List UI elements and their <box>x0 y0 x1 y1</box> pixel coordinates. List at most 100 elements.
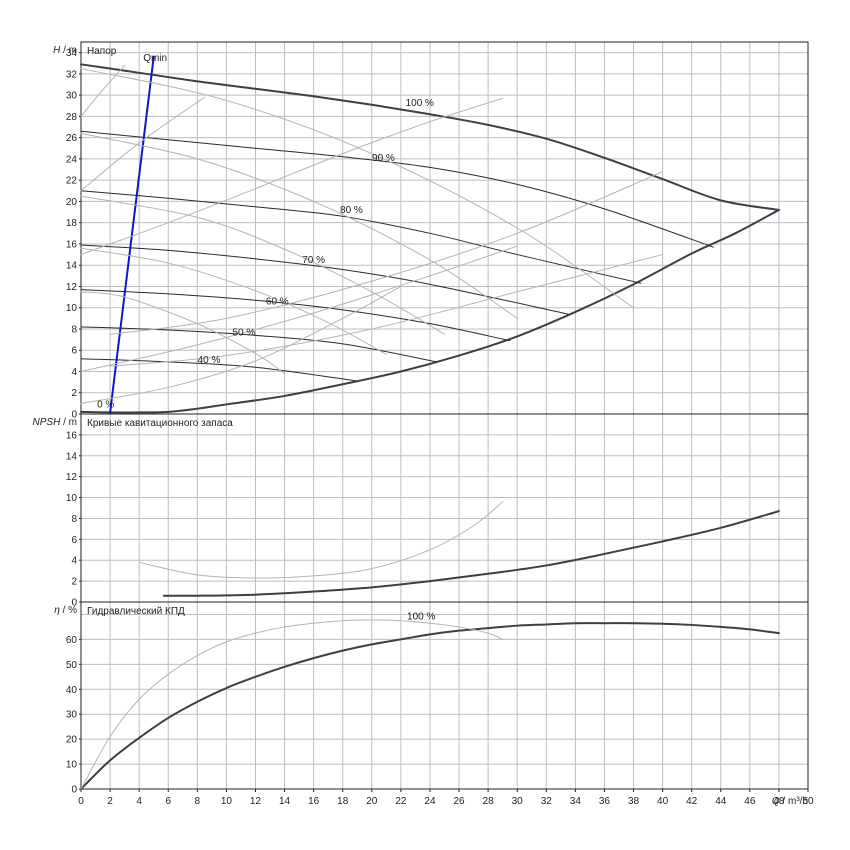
ytick-label: 4 <box>71 556 77 567</box>
xtick-label: 38 <box>628 796 640 807</box>
ytick-label: 2 <box>71 388 77 399</box>
series-line-npsh-0 <box>162 510 780 597</box>
ylabel-var: η <box>54 605 60 616</box>
grid-head <box>81 42 808 414</box>
series-line-head-6 <box>80 326 438 363</box>
ytick-label: 14 <box>66 261 78 272</box>
annotation-label: 70 % <box>302 255 325 266</box>
xtick-label: 10 <box>221 796 233 807</box>
ytick-label: 0 <box>71 410 77 421</box>
ytick-label: 10 <box>66 303 78 314</box>
ytick-label: 8 <box>71 324 77 335</box>
xlabel-var: Q <box>772 796 780 807</box>
xtick-label: 50 <box>802 796 814 807</box>
ytick-label: 50 <box>66 660 78 671</box>
ytick-label: 14 <box>66 451 78 462</box>
series-line-head-8 <box>109 55 155 414</box>
xtick-label: 32 <box>541 796 553 807</box>
series-line-head-20 <box>80 285 402 404</box>
annotation-label: 100 % <box>406 98 434 109</box>
panel-title-npsh: Кривые кавитационного запаса <box>87 418 233 429</box>
ytick-label: 10 <box>66 760 78 771</box>
xtick-label: 20 <box>366 796 378 807</box>
ytick-label: 16 <box>66 239 78 250</box>
annotation-label: 60 % <box>266 297 289 308</box>
panel-npsh: 0 2 4 6 8 10 12 14 16 NPSH / m Кривые кавитационно… <box>33 413 809 609</box>
xtick-label: 8 <box>195 796 201 807</box>
series-line-head-3 <box>80 190 642 284</box>
annotation-label: Qmin <box>143 53 167 64</box>
plot-frame-head <box>80 41 809 415</box>
series-line-head-2 <box>80 130 714 248</box>
ylabel-sep: / <box>60 417 68 428</box>
xtick-label: 34 <box>570 796 582 807</box>
series-line-head-18 <box>80 64 126 117</box>
xtick-label: 44 <box>715 796 727 807</box>
ylabel-unit: % <box>68 605 77 616</box>
series-line-head-15 <box>109 171 664 335</box>
series-line-head-4 <box>80 244 569 315</box>
xtick-label: 0 <box>78 796 84 807</box>
ylabel-unit: m <box>69 45 77 56</box>
series-line-npsh-1 <box>138 501 504 579</box>
ylabel-sep: / <box>60 45 68 56</box>
series-line-efficiency-0 <box>80 622 780 790</box>
xtick-label: 18 <box>337 796 349 807</box>
xlabel-sep: / <box>780 796 788 807</box>
ytick-label: 18 <box>66 218 78 229</box>
ylabel-var: H <box>53 45 61 56</box>
xtick-label: 24 <box>424 796 436 807</box>
xtick-label: 28 <box>483 796 495 807</box>
ytick-label: 26 <box>66 133 78 144</box>
series-line-head-7 <box>80 358 358 382</box>
ytick-label: 8 <box>71 514 77 525</box>
xlabel-unit: m³/h <box>788 796 808 807</box>
xtick-label: 16 <box>308 796 320 807</box>
ytick-label: 30 <box>66 91 78 102</box>
annotation-label: 90 % <box>372 153 395 164</box>
panel-title-head: Напор <box>87 46 117 57</box>
xtick-label: 46 <box>744 796 756 807</box>
ytick-label: 22 <box>66 176 78 187</box>
series-line-head-0 <box>80 63 780 211</box>
xtick-label: 12 <box>250 796 262 807</box>
xtick-label: 36 <box>599 796 611 807</box>
series-line-head-5 <box>80 289 511 342</box>
ytick-label: 30 <box>66 710 78 721</box>
xtick-label: 4 <box>136 796 142 807</box>
ytick-label: 0 <box>71 785 77 796</box>
plot-frame-efficiency <box>80 601 809 790</box>
ylabel-efficiency: η / % <box>54 605 77 616</box>
ytick-label: 2 <box>71 577 77 588</box>
series-line-head-10 <box>80 132 518 319</box>
annotation-label: 100 % <box>407 611 435 622</box>
xtick-label: 14 <box>279 796 291 807</box>
annotation-label: 40 % <box>198 355 221 366</box>
annotation-label: 0 % <box>97 400 114 411</box>
grid-npsh <box>81 414 808 602</box>
ytick-label: 12 <box>66 282 78 293</box>
series-line-head-19 <box>80 245 518 372</box>
panel-title-efficiency: Гидравлический КПД <box>87 606 185 617</box>
series-line-head-14 <box>109 254 664 367</box>
ytick-label: 10 <box>66 493 78 504</box>
annotation-label: 50 % <box>232 327 255 338</box>
ytick-label: 12 <box>66 472 78 483</box>
series-line-head-9 <box>80 68 635 309</box>
series-line-head-1 <box>80 208 780 414</box>
xtick-label: 6 <box>165 796 171 807</box>
ytick-label: 28 <box>66 112 78 123</box>
ytick-label: 24 <box>66 154 78 165</box>
ytick-label: 16 <box>66 430 78 441</box>
xtick-label: 2 <box>107 796 113 807</box>
ylabel-npsh: NPSH / m <box>33 417 77 428</box>
ytick-label: 6 <box>71 346 77 357</box>
ytick-label: 0 <box>71 598 77 609</box>
ylabel-sep: / <box>60 605 68 616</box>
ytick-label: 20 <box>66 197 78 208</box>
series-line-head-12 <box>80 247 387 355</box>
ylabel-var: NPSH <box>33 417 62 428</box>
ytick-label: 6 <box>71 535 77 546</box>
